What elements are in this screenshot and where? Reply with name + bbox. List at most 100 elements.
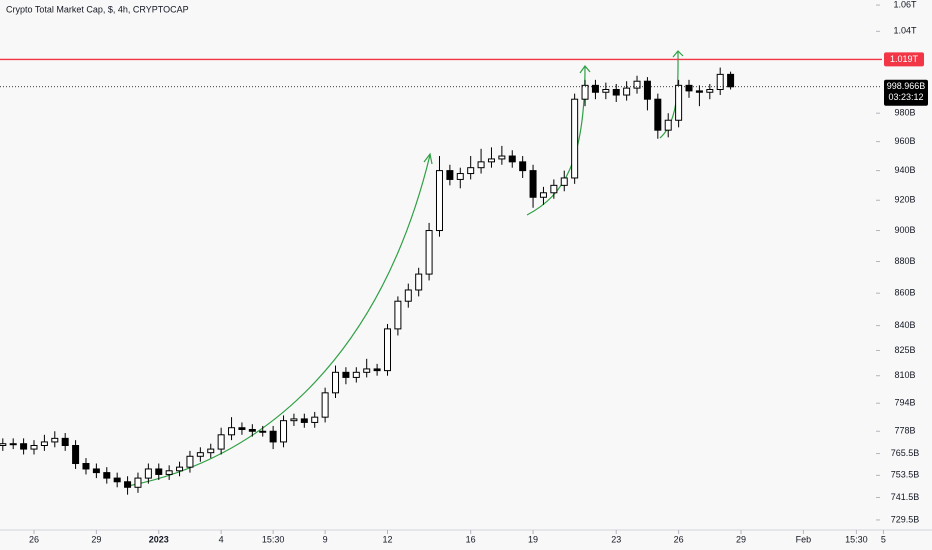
y-tick-label: 840B	[894, 320, 915, 330]
price-label: 998.966B	[887, 81, 926, 91]
y-tick-label: 900B	[894, 225, 915, 235]
candle-body	[654, 98, 662, 131]
candle-body	[352, 371, 360, 378]
y-tick-label: 765.5B	[891, 448, 920, 458]
candle-body	[643, 80, 651, 100]
candle-body	[695, 90, 703, 93]
x-tick-label: 26	[29, 534, 39, 544]
x-tick-label: 29	[91, 534, 101, 544]
x-tick-label: 4	[219, 534, 224, 544]
y-tick-label: 960B	[894, 136, 915, 146]
candle-body	[675, 84, 683, 121]
candle-body	[176, 466, 184, 472]
candle-body	[290, 418, 298, 422]
x-tick-label: 23	[611, 534, 621, 544]
x-tick-label: 26	[674, 534, 684, 544]
candle-body	[425, 230, 433, 275]
y-tick-label: 794B	[894, 398, 915, 408]
candle-body	[103, 472, 111, 479]
candle-body	[155, 468, 163, 475]
candle-body	[550, 184, 558, 194]
candle-body	[321, 392, 329, 418]
candle-body	[529, 170, 537, 198]
candle-body	[508, 155, 516, 163]
y-tick-label: 940B	[894, 165, 915, 175]
candle-body	[446, 170, 454, 180]
y-tick-label: 920B	[894, 195, 915, 205]
candle-body	[435, 170, 443, 232]
candle-body	[519, 161, 527, 172]
candle-body	[415, 273, 423, 291]
y-tick-label: 810B	[894, 370, 915, 380]
candle-body	[456, 173, 464, 180]
x-tick-label: 5	[881, 534, 886, 544]
candle-body	[30, 445, 38, 450]
candle-body	[571, 98, 579, 179]
candle-body	[300, 418, 308, 423]
candle-body	[383, 328, 391, 372]
candle-body	[716, 73, 724, 90]
candle-body	[280, 420, 288, 443]
x-tick-label: 2023	[149, 534, 169, 544]
candle-body	[51, 437, 59, 443]
candle-body	[40, 441, 48, 447]
y-tick-label: 778B	[894, 426, 915, 436]
candle-body	[311, 416, 319, 423]
candle-body	[9, 443, 17, 446]
y-tick-label: 860B	[894, 288, 915, 298]
y-tick-label: 753.5B	[891, 470, 920, 480]
candle-body	[332, 371, 340, 394]
candle-body	[498, 155, 506, 160]
x-tick-label: 19	[528, 534, 538, 544]
candle-body	[217, 434, 225, 450]
x-tick-label: 15:30	[845, 534, 868, 544]
candle-body	[124, 481, 132, 488]
candle-body	[0, 443, 7, 447]
candle-body	[144, 468, 152, 479]
y-tick-label: 741.5B	[891, 492, 920, 502]
candle-body	[539, 192, 547, 198]
candle-body	[685, 84, 693, 92]
candle-body	[487, 158, 495, 163]
candle-body	[228, 427, 236, 436]
candle-body	[477, 161, 485, 169]
candle-body	[581, 84, 589, 100]
candle-body	[727, 73, 735, 88]
x-tick-label: 29	[736, 534, 746, 544]
candle-body	[134, 477, 142, 488]
arrow-head	[423, 152, 433, 165]
candle-body	[248, 428, 256, 432]
candle-body	[20, 443, 28, 450]
candle-body	[623, 87, 631, 96]
candle-body	[706, 88, 714, 93]
chart-title: Crypto Total Market Cap, $, 4h, CRYPTOCA…	[6, 4, 189, 14]
candle-body	[394, 300, 402, 330]
candle-body	[207, 448, 215, 454]
candle-body	[342, 371, 350, 378]
y-tick-label: 1.06T	[893, 0, 917, 9]
x-tick-label: 12	[382, 534, 392, 544]
candle-body	[612, 88, 620, 96]
candle-body	[259, 430, 267, 433]
candle-body	[186, 455, 194, 468]
candle-body	[92, 468, 100, 474]
y-tick-label: 880B	[894, 256, 915, 266]
candle-body	[269, 430, 277, 443]
arrow-head	[672, 50, 684, 58]
candle-body	[363, 368, 371, 373]
candle-body	[591, 84, 599, 93]
y-tick-label: 980B	[894, 108, 915, 118]
countdown-label: 03:23:12	[888, 92, 923, 102]
y-tick-label: 1.04T	[893, 26, 917, 36]
candle-body	[633, 80, 641, 89]
candle-body	[82, 463, 90, 470]
price-label-bg	[884, 79, 928, 106]
x-tick-label: Feb	[796, 534, 812, 544]
x-tick-label: 16	[466, 534, 476, 544]
candle-body	[560, 177, 568, 186]
candle-body	[61, 437, 69, 447]
candle-body	[238, 427, 246, 430]
candle-body	[602, 88, 610, 93]
candle-body	[72, 445, 80, 465]
